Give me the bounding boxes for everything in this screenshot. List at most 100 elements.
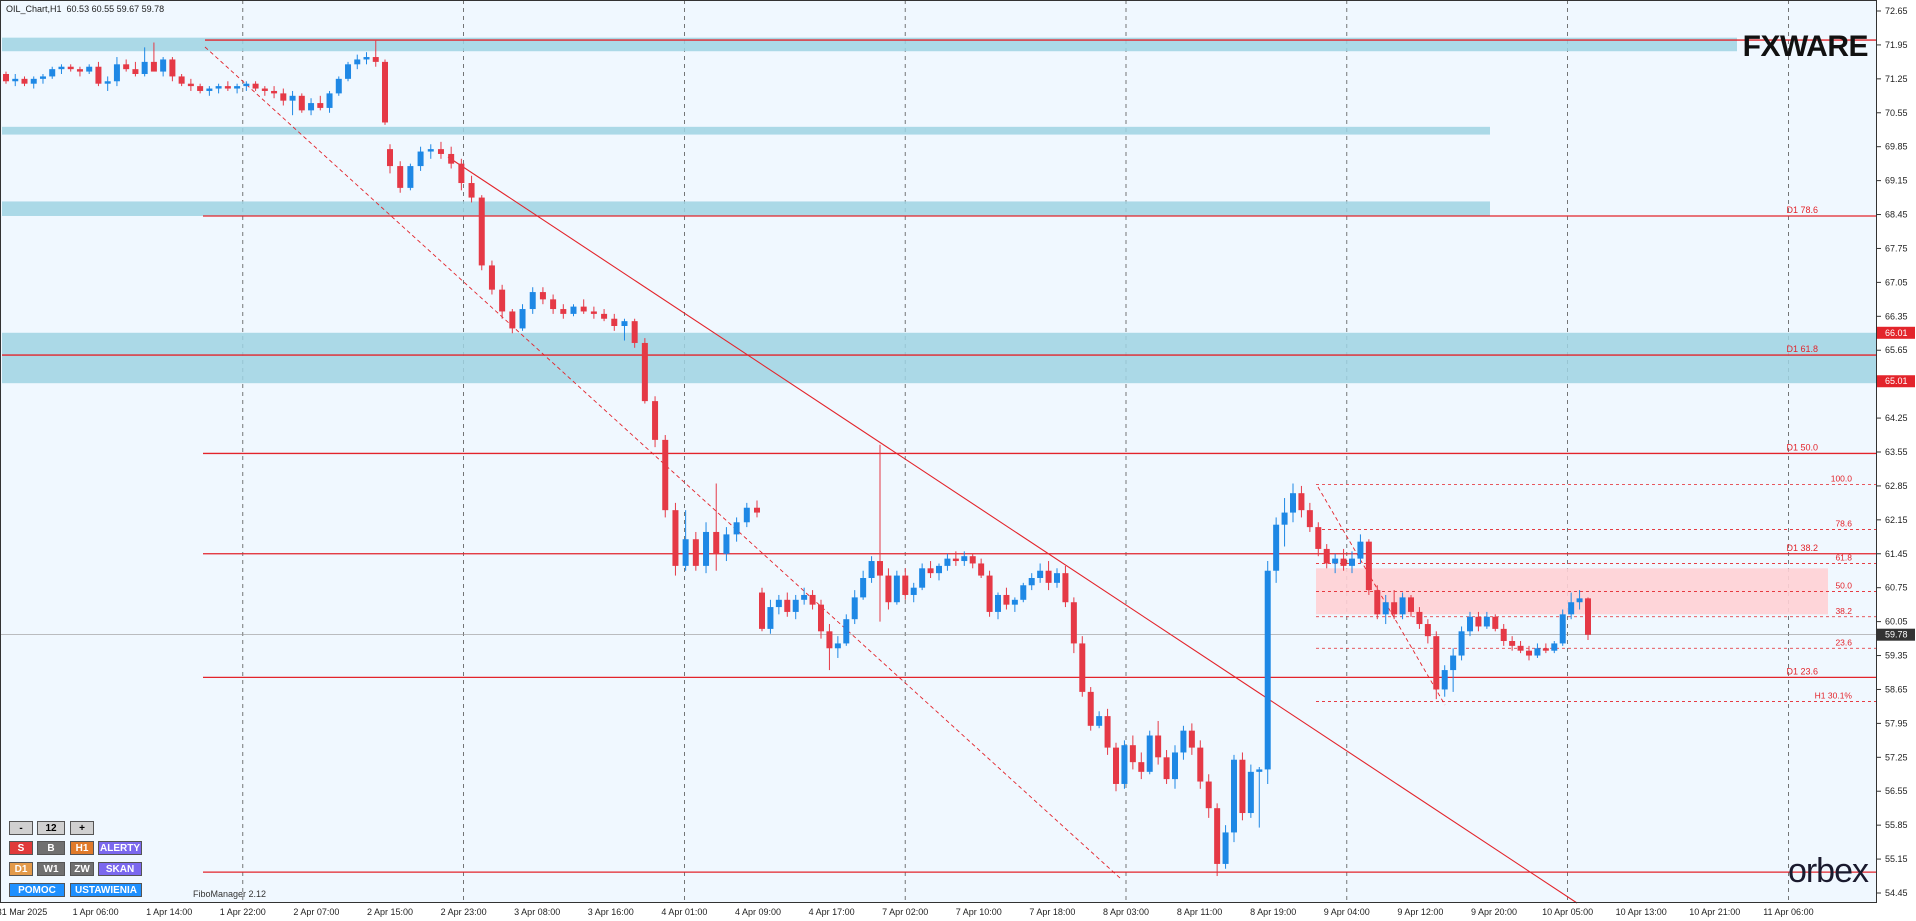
help-button[interactable]: POMOC	[9, 883, 65, 897]
candle	[1239, 752, 1246, 821]
settings-button[interactable]: USTAWIENIA	[70, 883, 142, 897]
level-layer: D1 78.6 D1 61.8 D1 50.0 D1 38.2 D1 23.6 100.0…	[0, 39, 1877, 873]
candle	[910, 582, 917, 603]
candle-body	[407, 166, 414, 188]
last-price-label: 59.78	[1885, 630, 1908, 640]
candle-body	[1483, 616, 1490, 627]
candle-body	[1011, 599, 1018, 605]
candle	[733, 517, 740, 542]
candle-body	[1231, 759, 1237, 833]
y-tick-label: 58.65	[1885, 684, 1908, 694]
y-tick-label: 67.75	[1885, 243, 1908, 253]
y-tick-label: 71.95	[1885, 40, 1908, 50]
price-tag-label: 66.01	[1885, 328, 1908, 338]
candle	[580, 299, 587, 314]
candle	[1028, 573, 1035, 591]
candle	[893, 570, 900, 605]
candle-body	[961, 556, 968, 562]
y-tick-label: 55.85	[1885, 820, 1908, 830]
scan-button[interactable]: SKAN	[98, 862, 142, 876]
candle	[141, 47, 148, 77]
candle-body	[969, 556, 976, 564]
candle	[868, 556, 875, 583]
candle	[784, 592, 791, 617]
x-tick-label: 4 Apr 01:00	[661, 907, 707, 917]
tf-w1-button[interactable]: W1	[37, 862, 65, 876]
candle	[271, 86, 278, 99]
candle-body	[927, 568, 934, 574]
candle	[743, 502, 750, 528]
candle-body	[243, 83, 250, 87]
candle-body	[417, 151, 424, 167]
candle-body	[775, 599, 782, 608]
axis-layer: 31 Mar 2025 1 Apr 06:00 1 Apr 14:00 1 Apr 2…	[0, 6, 1915, 917]
candle	[1231, 754, 1237, 843]
fib-level-label: 38.2	[1835, 606, 1852, 616]
y-tick-label: 67.05	[1885, 277, 1908, 287]
candle	[818, 599, 824, 639]
x-tick-label: 8 Apr 19:00	[1250, 907, 1296, 917]
alerts-button[interactable]: ALERTY	[98, 841, 142, 855]
candle-body	[499, 289, 506, 312]
candle	[682, 510, 689, 571]
candle	[261, 86, 268, 96]
candle	[1492, 614, 1499, 632]
candle-body	[132, 69, 139, 74]
fib-diagonal	[1317, 486, 1446, 706]
tf-d1-button[interactable]: D1	[9, 862, 33, 876]
zw-button[interactable]: ZW	[70, 862, 94, 876]
candle-body	[387, 149, 393, 167]
candle	[792, 594, 799, 620]
y-tick-label: 57.25	[1885, 752, 1908, 762]
candle-body	[280, 93, 287, 101]
candle-body	[298, 95, 305, 111]
candle	[1315, 522, 1322, 557]
candle-body	[382, 61, 388, 123]
candle	[860, 570, 867, 600]
decrease-button[interactable]: -	[9, 821, 33, 835]
candle-body	[652, 401, 659, 440]
candle-body	[1188, 730, 1195, 748]
candle	[652, 396, 659, 448]
candle	[224, 81, 231, 91]
candle-body	[1020, 585, 1027, 600]
candle-body	[1467, 616, 1473, 632]
candle-body	[672, 510, 679, 566]
candle	[1500, 624, 1507, 646]
candle-body	[1399, 597, 1406, 615]
candle-body	[1037, 570, 1044, 578]
sell-button[interactable]: S	[9, 841, 33, 855]
increase-button[interactable]: +	[70, 821, 94, 835]
period-value[interactable]: 12	[37, 821, 65, 835]
y-tick-label: 70.55	[1885, 108, 1908, 118]
candle	[961, 551, 968, 566]
candle-body	[809, 594, 816, 605]
y-tick-label: 57.95	[1885, 718, 1908, 728]
candle	[488, 260, 495, 295]
candle-body	[123, 64, 130, 70]
candle-body	[952, 558, 959, 562]
y-tick-label: 63.55	[1885, 447, 1908, 457]
support-resistance-zone	[2, 332, 1877, 384]
candle-body	[1096, 716, 1103, 726]
d1-level-label: D1 78.6	[1786, 205, 1818, 215]
candle-body	[1315, 527, 1322, 549]
candle	[468, 175, 475, 203]
candle-body	[1450, 655, 1457, 671]
tf-h1-button[interactable]: H1	[70, 841, 94, 855]
buy-button[interactable]: B	[37, 841, 65, 855]
candle-body	[792, 599, 799, 612]
y-tick-label: 54.45	[1885, 888, 1908, 898]
candle	[902, 568, 909, 600]
candle	[397, 161, 404, 193]
candle-body	[354, 59, 361, 65]
candle	[1551, 641, 1558, 654]
candle	[1062, 565, 1069, 608]
candle	[1264, 561, 1271, 784]
candle-body	[1349, 558, 1355, 566]
candle-body	[178, 76, 185, 84]
candle	[1146, 730, 1153, 775]
candle	[1163, 750, 1170, 784]
candle	[67, 64, 74, 72]
